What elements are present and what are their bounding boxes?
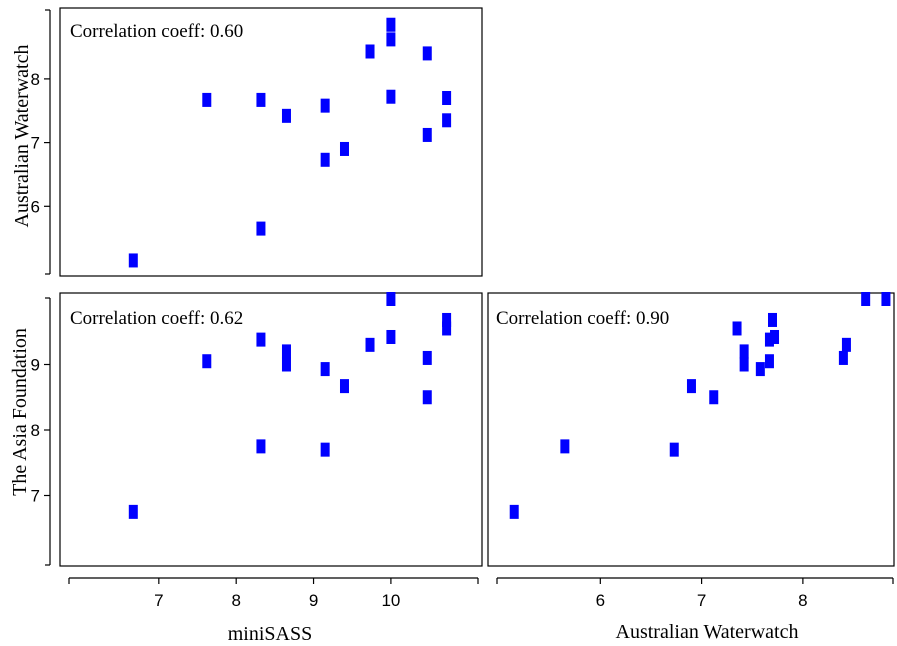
data-point xyxy=(841,337,851,352)
data-point xyxy=(764,354,774,369)
data-point xyxy=(365,337,375,352)
data-point xyxy=(686,379,696,394)
correlation-annotation-bottom-right: Correlation coeff: 0.90 xyxy=(496,308,669,329)
y-axis-title-top-left: Australian Waterwatch xyxy=(11,45,33,228)
y-tick-label: 6 xyxy=(31,197,40,216)
data-point xyxy=(256,332,266,347)
data-point xyxy=(732,321,742,336)
data-point xyxy=(442,113,452,128)
panel-frame-top-left xyxy=(59,7,483,277)
data-point xyxy=(281,357,291,372)
x-tick-label: 9 xyxy=(309,591,318,610)
data-point xyxy=(767,312,777,327)
data-point xyxy=(256,439,266,454)
data-point xyxy=(739,344,749,359)
data-point xyxy=(838,350,848,365)
data-point xyxy=(386,32,396,47)
data-point xyxy=(202,354,212,369)
y-tick-label: 7 xyxy=(31,487,40,506)
data-point xyxy=(509,504,519,519)
x-axis-title-bottom-right: Australian Waterwatch xyxy=(616,621,799,643)
data-point xyxy=(755,362,765,377)
data-point xyxy=(320,152,330,167)
panel-frame-bottom-right xyxy=(487,292,895,567)
data-point xyxy=(560,439,570,454)
data-point xyxy=(339,141,349,156)
data-point xyxy=(442,91,452,105)
data-point xyxy=(669,442,679,457)
y-tick-label: 7 xyxy=(31,134,40,153)
data-point xyxy=(386,292,396,306)
correlation-annotation-bottom-left: Correlation coeff: 0.62 xyxy=(70,308,243,329)
x-axis-title-bottom-left: miniSASS xyxy=(228,623,312,645)
data-point xyxy=(128,253,138,268)
x-tick-label: 7 xyxy=(697,591,706,610)
data-point xyxy=(422,127,432,142)
x-tick-label: 10 xyxy=(381,591,400,610)
y-axis-title-bottom-left: The Asia Foundation xyxy=(9,328,31,496)
x-tick-label: 8 xyxy=(231,591,240,610)
panel-frame-bottom-left xyxy=(59,292,483,567)
data-point xyxy=(281,108,291,123)
data-point xyxy=(386,17,396,32)
data-point xyxy=(861,292,871,306)
data-point xyxy=(770,329,780,344)
data-point xyxy=(442,312,452,327)
data-point xyxy=(386,89,396,104)
data-point xyxy=(256,221,266,236)
data-point xyxy=(202,92,212,107)
data-point xyxy=(320,362,330,377)
data-point xyxy=(365,44,375,59)
data-point xyxy=(320,98,330,113)
data-point xyxy=(422,46,432,61)
data-point xyxy=(422,390,432,405)
data-point xyxy=(281,344,291,359)
data-point xyxy=(256,92,266,107)
x-tick-label: 8 xyxy=(798,591,807,610)
y-tick-label: 8 xyxy=(31,70,40,89)
data-point xyxy=(739,357,749,372)
data-point xyxy=(386,329,396,344)
data-point xyxy=(442,321,452,336)
x-tick-label: 7 xyxy=(154,591,163,610)
x-tick-label: 6 xyxy=(596,591,605,610)
data-point xyxy=(709,390,719,405)
data-point xyxy=(881,292,891,306)
y-tick-label: 8 xyxy=(31,421,40,440)
data-point xyxy=(320,442,330,457)
correlation-annotation-top-left: Correlation coeff: 0.60 xyxy=(70,21,243,42)
y-tick-label: 9 xyxy=(31,356,40,375)
data-point xyxy=(128,504,138,519)
data-point xyxy=(339,379,349,394)
data-point xyxy=(422,350,432,365)
data-point xyxy=(764,332,774,347)
